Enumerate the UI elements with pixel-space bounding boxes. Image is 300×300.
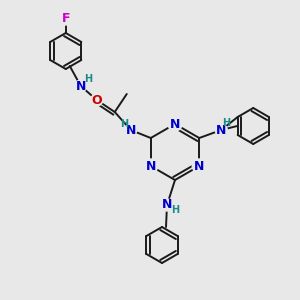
Circle shape bbox=[168, 117, 182, 131]
Circle shape bbox=[215, 124, 227, 136]
Circle shape bbox=[91, 94, 103, 106]
Text: N: N bbox=[126, 124, 136, 136]
Text: N: N bbox=[194, 160, 204, 172]
Circle shape bbox=[60, 13, 72, 25]
Text: N: N bbox=[216, 124, 226, 136]
Circle shape bbox=[192, 159, 206, 173]
Text: F: F bbox=[61, 13, 70, 26]
Circle shape bbox=[75, 80, 87, 92]
Circle shape bbox=[161, 199, 173, 211]
Circle shape bbox=[144, 159, 158, 173]
Text: O: O bbox=[92, 94, 102, 106]
Text: H: H bbox=[222, 118, 230, 128]
Text: N: N bbox=[146, 160, 156, 172]
Text: N: N bbox=[162, 199, 172, 212]
Text: N: N bbox=[170, 118, 180, 130]
Circle shape bbox=[125, 124, 137, 136]
Text: N: N bbox=[76, 80, 86, 92]
Text: H: H bbox=[171, 205, 179, 215]
Text: H: H bbox=[84, 74, 92, 84]
Text: H: H bbox=[120, 119, 128, 129]
